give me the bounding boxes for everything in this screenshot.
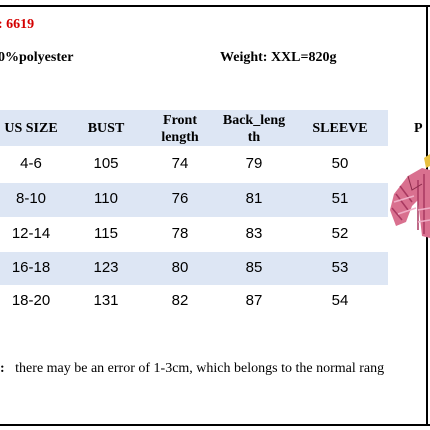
header-bust: BUST	[87, 121, 125, 136]
weight-text: Weight: XXL=820g	[220, 50, 337, 65]
cell-front: 78	[171, 225, 189, 242]
cell-size: 8-10	[15, 190, 47, 207]
cell-back: 81	[245, 190, 263, 207]
cell-sleeve: 53	[331, 259, 349, 276]
material-text: 0%polyester	[0, 50, 74, 65]
cell-back: 85	[245, 259, 263, 276]
cell-bust: 105	[93, 155, 119, 172]
cell-front: 82	[171, 292, 189, 309]
cell-sleeve: 51	[331, 190, 349, 207]
cell-front: 74	[171, 155, 189, 172]
cell-sleeve: 52	[331, 225, 349, 242]
row-band-2	[0, 183, 388, 217]
cell-bust: 123	[93, 259, 119, 276]
header-us-size: US SIZE	[4, 121, 58, 136]
garment-photo	[390, 154, 430, 238]
cell-size: 12-14	[11, 225, 51, 242]
cell-front: 76	[171, 190, 189, 207]
row-band-4	[0, 252, 388, 285]
header-partial: P	[414, 121, 423, 136]
header-back-length: Back_leng th	[222, 113, 286, 145]
cell-size: 18-20	[11, 292, 51, 309]
cell-bust: 115	[94, 225, 118, 242]
header-sleeve: SLEEVE	[312, 121, 368, 136]
cell-bust: 110	[94, 190, 118, 207]
cell-back: 79	[245, 155, 263, 172]
cell-size: 4-6	[20, 155, 42, 172]
cell-back: 83	[245, 225, 263, 242]
cell-sleeve: 50	[331, 155, 349, 172]
note-prefix: :	[0, 361, 5, 376]
note-text: there may be an error of 1-3cm, which be…	[15, 361, 385, 376]
cell-bust: 131	[93, 292, 119, 309]
frame-top-border	[0, 5, 430, 7]
cell-front: 80	[171, 259, 189, 276]
measurement-note: : there may be an error of 1-3cm, which …	[0, 361, 384, 377]
model-number: : 6619	[0, 17, 35, 32]
cell-size: 16-18	[11, 259, 51, 276]
frame-bottom-border	[0, 424, 430, 426]
cell-back: 87	[245, 292, 263, 309]
header-front-length: Front length	[161, 113, 199, 145]
header-band	[0, 110, 388, 146]
cell-sleeve: 54	[331, 292, 349, 309]
